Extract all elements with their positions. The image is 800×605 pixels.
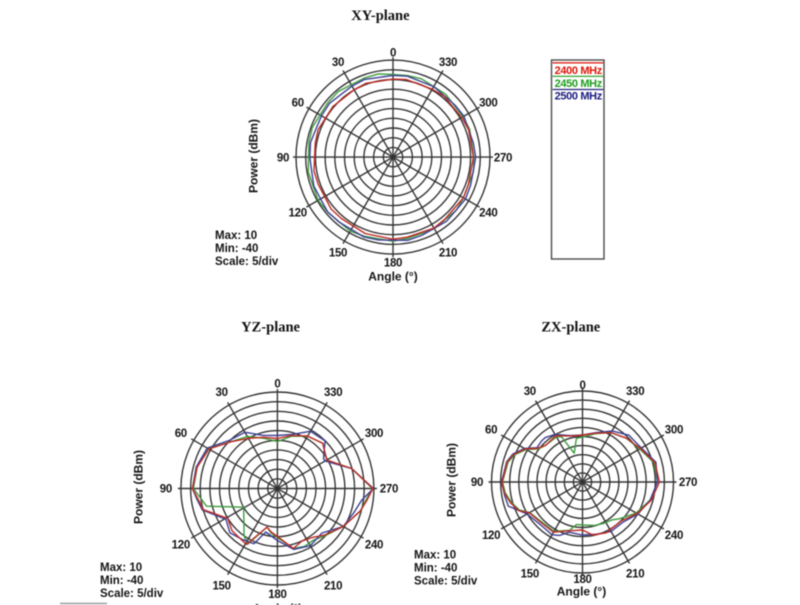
svg-text:XY-plane: XY-plane [351,8,410,24]
svg-text:150: 150 [521,569,539,581]
svg-text:60: 60 [292,97,304,109]
svg-text:300: 300 [479,97,497,109]
svg-text:270: 270 [679,477,697,489]
svg-text:Angle (°): Angle (°) [253,601,302,605]
svg-text:Min: -40: Min: -40 [215,243,258,255]
svg-text:Min: -40: Min: -40 [100,575,143,587]
svg-text:240: 240 [365,540,383,552]
svg-text:300: 300 [665,424,683,436]
svg-text:120: 120 [289,207,307,219]
svg-text:2450 MHz: 2450 MHz [555,78,603,90]
svg-text:60: 60 [175,428,187,440]
svg-text:30: 30 [332,57,344,69]
svg-text:Max: 10: Max: 10 [414,550,456,562]
svg-text:90: 90 [277,152,289,164]
svg-text:150: 150 [212,580,230,592]
svg-text:330: 330 [439,57,457,69]
svg-text:210: 210 [439,248,457,260]
svg-text:240: 240 [479,207,497,219]
svg-text:240: 240 [665,530,683,542]
svg-text:210: 210 [626,569,644,581]
svg-text:Scale: 5/div: Scale: 5/div [414,575,478,587]
svg-text:330: 330 [324,387,342,399]
svg-text:Scale: 5/div: Scale: 5/div [215,256,279,268]
svg-text:2400 MHz: 2400 MHz [555,65,603,77]
svg-text:0: 0 [274,378,280,390]
svg-text:ZX-plane: ZX-plane [541,320,600,336]
svg-text:Angle (°): Angle (°) [557,585,606,599]
svg-text:60: 60 [485,424,497,436]
svg-text:0: 0 [390,47,396,59]
svg-text:180: 180 [384,257,402,269]
svg-text:YZ-plane: YZ-plane [241,320,300,336]
svg-text:180: 180 [573,574,591,586]
svg-text:90: 90 [471,477,483,489]
svg-text:0: 0 [579,380,585,392]
svg-text:330: 330 [626,386,644,398]
svg-text:180: 180 [268,589,286,601]
svg-text:210: 210 [324,580,342,592]
svg-text:30: 30 [524,386,536,398]
svg-text:Max: 10: Max: 10 [215,230,257,242]
svg-text:Power (dBm): Power (dBm) [131,450,145,524]
svg-text:150: 150 [329,248,347,260]
svg-text:Power (dBm): Power (dBm) [445,443,459,517]
svg-text:Angle (°): Angle (°) [368,270,417,284]
svg-text:120: 120 [172,540,190,552]
svg-text:30: 30 [215,387,227,399]
svg-text:Min: -40: Min: -40 [414,562,457,574]
svg-text:270: 270 [380,484,398,496]
svg-text:2500 MHz: 2500 MHz [555,91,603,103]
svg-text:Scale: 5/div: Scale: 5/div [100,588,164,600]
svg-text:120: 120 [482,530,500,542]
svg-text:270: 270 [494,152,512,164]
svg-text:90: 90 [160,484,172,496]
svg-text:300: 300 [365,428,383,440]
svg-text:Power (dBm): Power (dBm) [247,119,261,193]
svg-text:Max: 10: Max: 10 [100,562,142,574]
